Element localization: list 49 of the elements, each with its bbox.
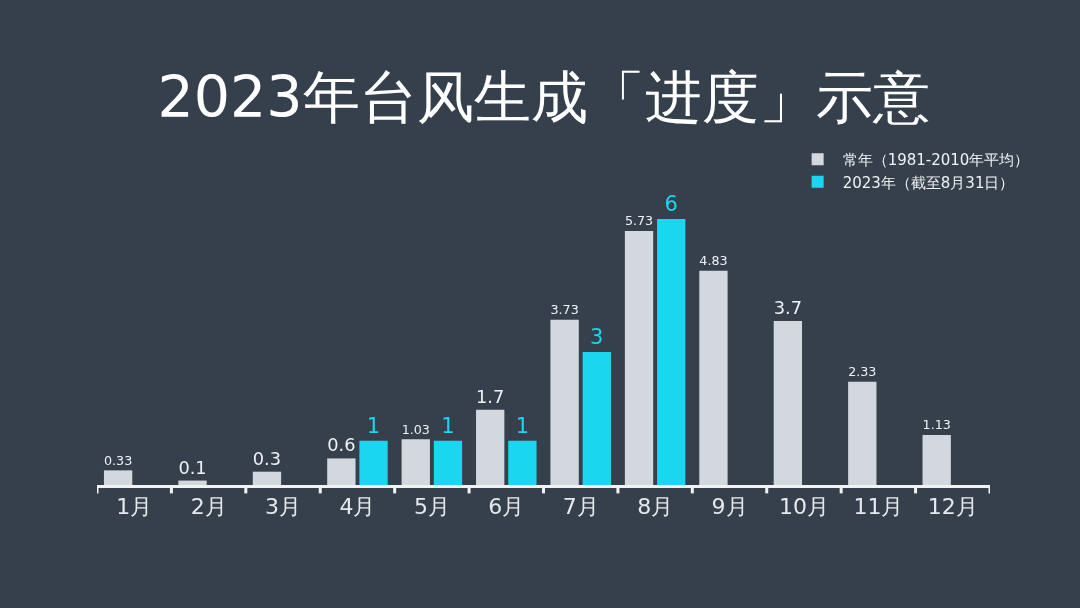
- data-label: 1.7: [476, 385, 505, 407]
- x-tick-label: 6月: [488, 494, 525, 520]
- data-label: 6: [664, 192, 678, 216]
- legend-label: 常年（1981-2010年平均）: [842, 151, 1030, 170]
- bar: [699, 270, 728, 485]
- data-label: 3: [590, 325, 604, 349]
- bar: [178, 480, 207, 485]
- x-tick-label: 2月: [190, 494, 227, 520]
- data-label: 1: [366, 413, 381, 438]
- bar: [848, 381, 877, 485]
- data-label: 2.33: [848, 363, 877, 379]
- data-label: 3.7: [773, 297, 803, 319]
- x-tick-label: 9月: [711, 494, 748, 520]
- chart-title: 2023年台风生成「进度」示意: [157, 63, 930, 130]
- x-tick-label: 11月: [853, 494, 904, 520]
- bar: [252, 471, 282, 485]
- data-label: 0.6: [327, 434, 356, 456]
- bar: [508, 440, 537, 485]
- bar: [103, 470, 133, 485]
- data-label: 1: [441, 413, 455, 438]
- data-label: 0.33: [103, 452, 133, 468]
- bar: [773, 320, 803, 485]
- data-label: 3.73: [550, 301, 579, 317]
- bar: [550, 319, 579, 485]
- data-label: 4.83: [699, 253, 728, 269]
- bar: [657, 219, 686, 485]
- data-label: 1.13: [922, 417, 951, 433]
- x-tick-label: 5月: [413, 494, 450, 520]
- x-tick-label: 1月: [116, 494, 153, 520]
- bar: [401, 439, 430, 485]
- bar: [582, 352, 611, 485]
- bar: [476, 409, 505, 485]
- x-tick-label: 10月: [778, 494, 829, 520]
- x-tick-label: 4月: [339, 494, 376, 520]
- data-label: 0.3: [252, 447, 282, 469]
- x-tick-label: 3月: [265, 494, 302, 520]
- data-label: 0.1: [178, 456, 207, 478]
- x-tick-label: 7月: [562, 494, 599, 520]
- bar: [327, 458, 356, 485]
- data-label: 1: [515, 413, 530, 438]
- bar: [359, 440, 388, 485]
- legend-label: 2023年（截至8月31日）: [842, 173, 1015, 192]
- x-tick-label: 12月: [927, 494, 978, 520]
- bar: [433, 440, 463, 485]
- bar: [624, 230, 654, 485]
- bar: [922, 434, 951, 485]
- data-label: 1.03: [401, 421, 430, 437]
- x-tick-label: 8月: [637, 494, 674, 520]
- data-label: 5.73: [624, 213, 654, 229]
